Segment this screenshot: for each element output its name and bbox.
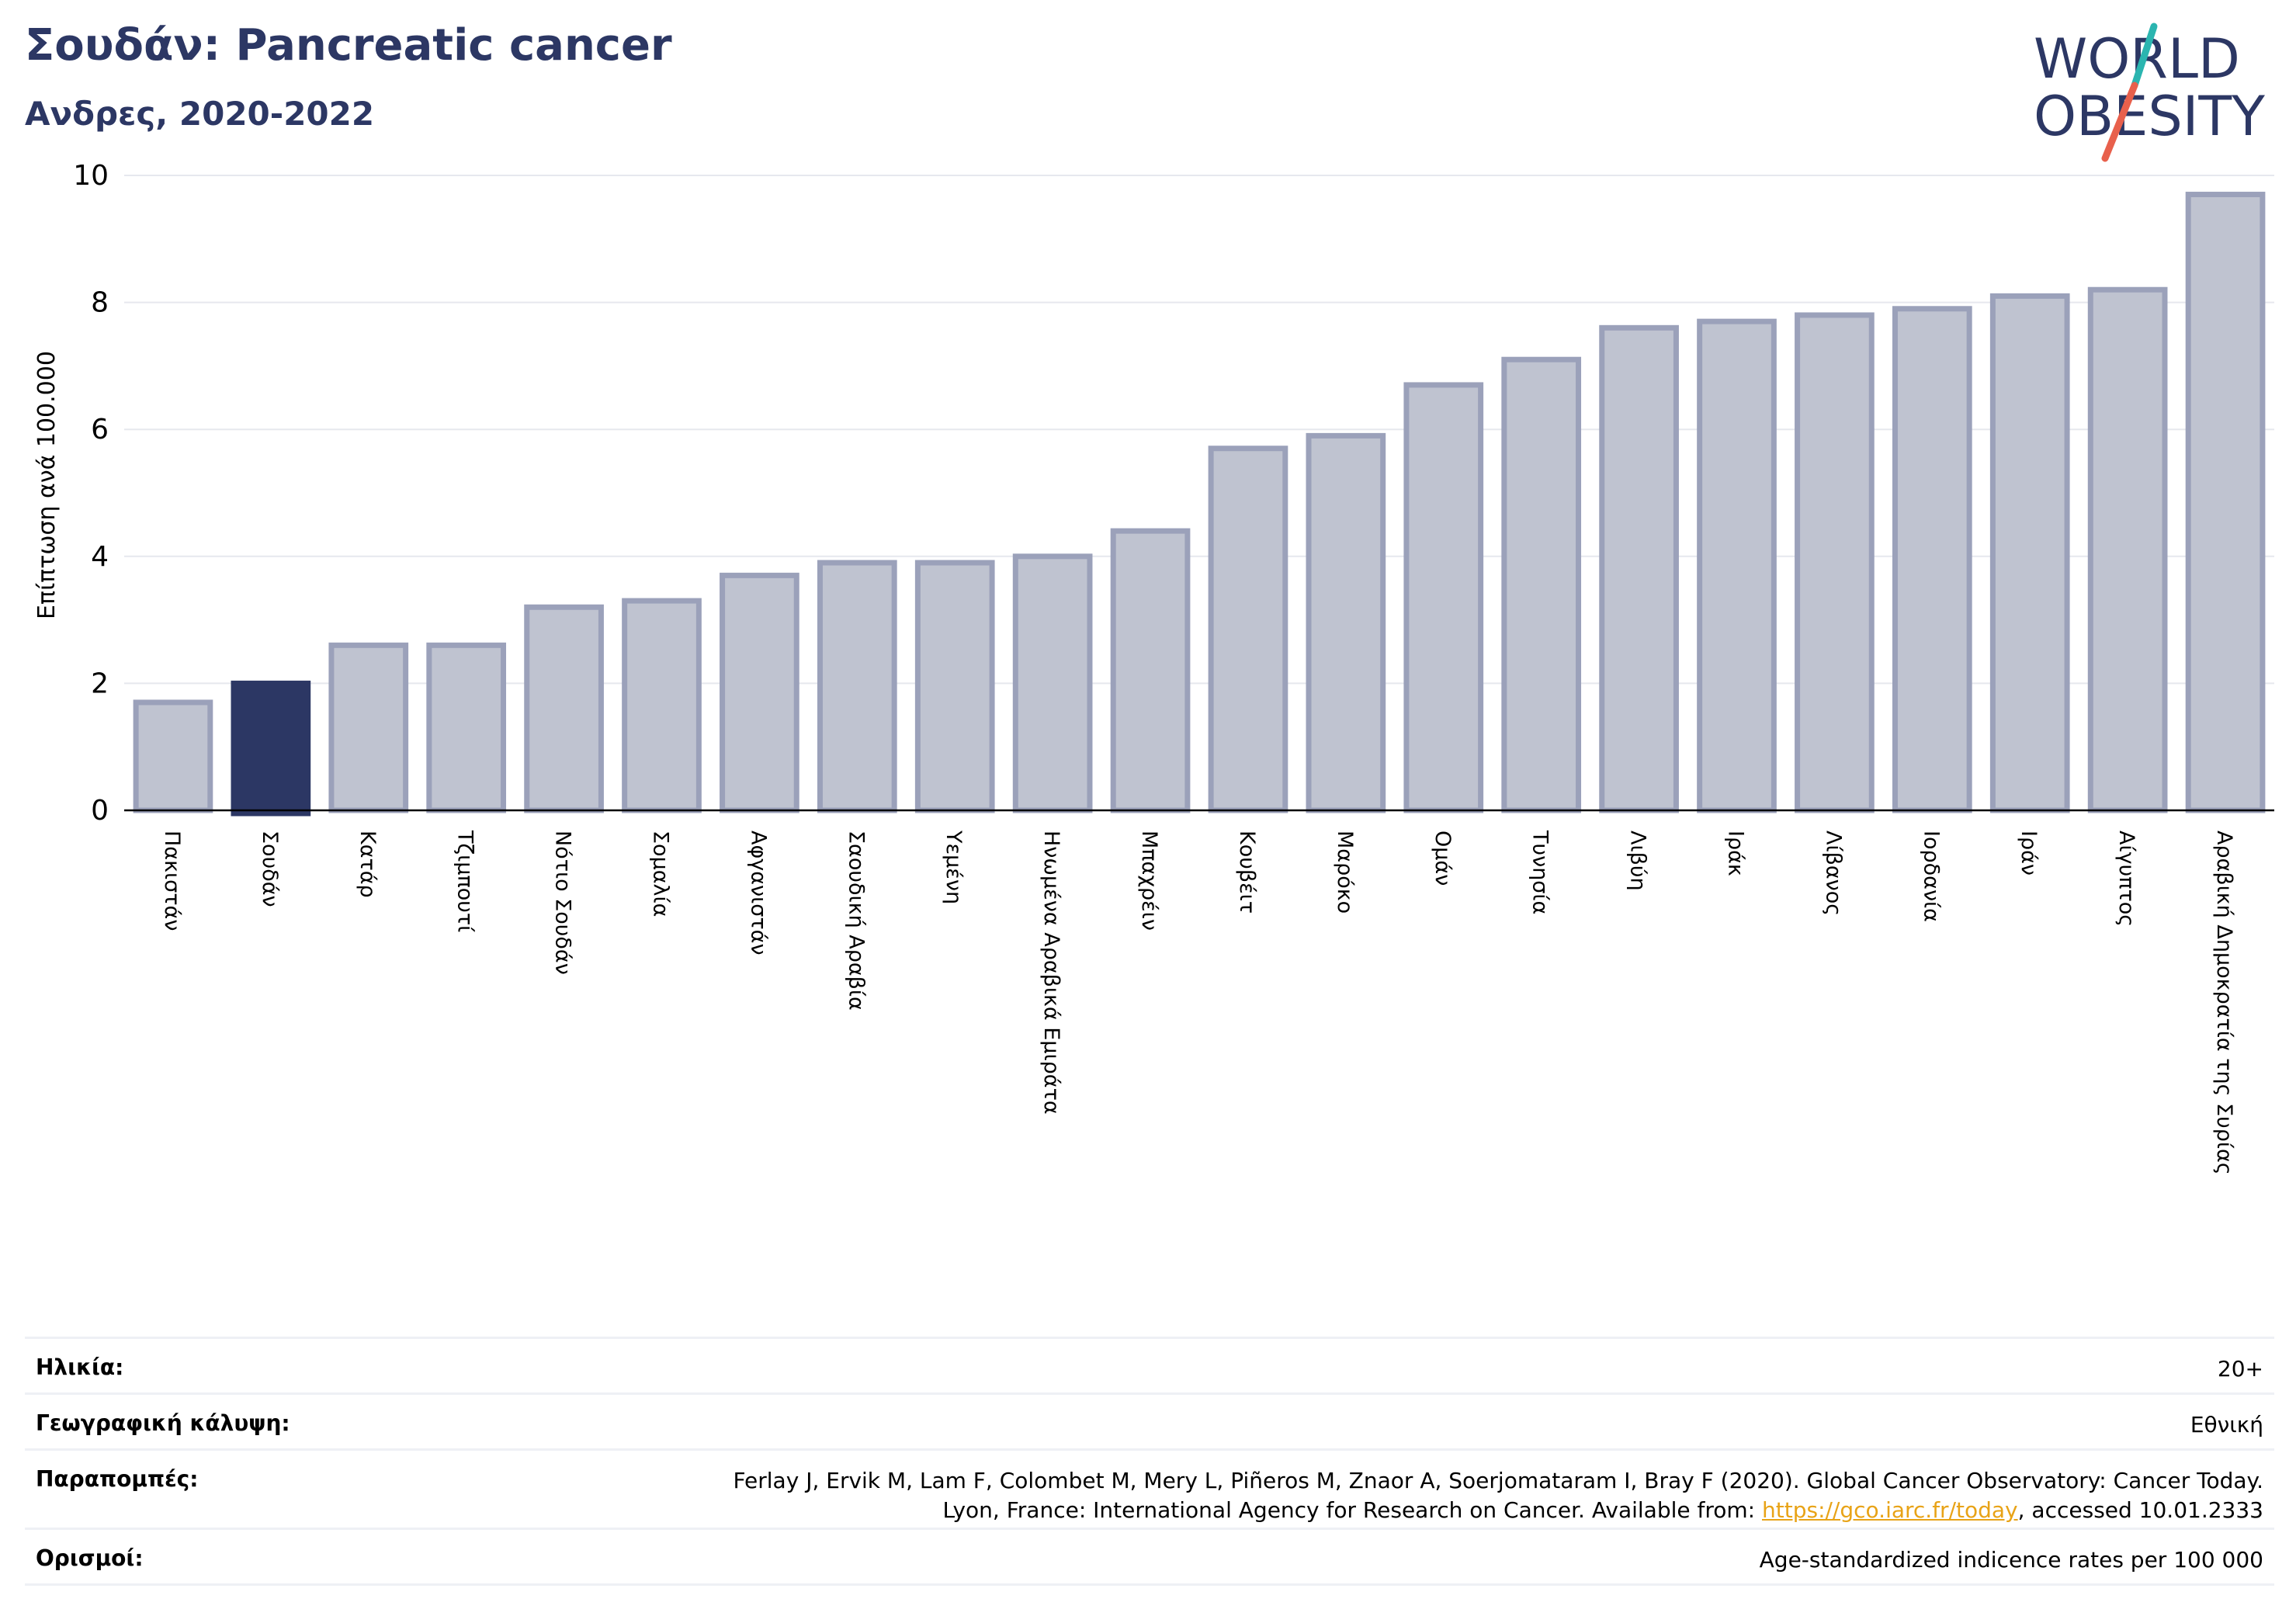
x-tick-label: Τζιμπουτί (453, 830, 477, 932)
info-label-definitions: Ορισμοί: (36, 1545, 144, 1571)
logo-slash-red (2101, 81, 2138, 162)
x-tick-label: Κατάρ (355, 831, 380, 898)
bar-18 (1795, 312, 1875, 813)
bar-15 (1501, 356, 1582, 813)
y-tick-label: 8 (91, 287, 109, 319)
bar-16 (1599, 324, 1679, 813)
info-value-definitions: Age-standardized indicence rates per 100… (1759, 1547, 2263, 1573)
logo-slash-teal (2131, 23, 2158, 89)
bar-20 (1989, 293, 2070, 813)
info-label-coverage: Γεωγραφική κάλυψη: (36, 1410, 290, 1436)
reference-line-2-suffix: , accessed 10.01.2333 (2017, 1497, 2263, 1523)
x-tick-label: Κουβέιτ (1235, 831, 1259, 914)
x-tick-label: Ιράκ (1724, 831, 1748, 876)
x-tick-label: Σομαλία (649, 831, 673, 917)
reference-line-1: Ferlay J, Ervik M, Lam F, Colombet M, Me… (733, 1468, 2263, 1493)
x-tick-label: Σαουδική Αραβία (844, 831, 868, 1011)
y-tick-label: 2 (91, 668, 109, 699)
x-tick-label: Αίγυπτος (2114, 831, 2138, 927)
bar-6 (622, 598, 702, 813)
info-value-coverage: Εθνική (2190, 1412, 2263, 1437)
reference-link[interactable]: https://gco.iarc.fr/today (1762, 1497, 2018, 1523)
bar-5 (524, 604, 604, 813)
bar-8 (817, 560, 897, 813)
bar-14 (1403, 382, 1484, 813)
y-axis-label: Επίπτωση ανά 100.000 (33, 351, 61, 619)
bar-17 (1697, 318, 1777, 813)
reference-line-2-prefix: Lyon, France: International Agency for R… (942, 1497, 1762, 1523)
bar-2 (231, 680, 311, 817)
y-tick-label: 4 (91, 541, 109, 573)
y-tick-label: 10 (73, 160, 109, 192)
bar-13 (1306, 432, 1386, 813)
bar-10 (1012, 553, 1093, 813)
info-value-age: 20+ (2217, 1356, 2263, 1382)
bar-chart: 0 2 4 6 8 10 Πακιστάν Σουδάν Κατάρ Τζιμπουτί Νότι… (33, 160, 2274, 1175)
bar-11 (1110, 528, 1191, 813)
bar-22 (2185, 192, 2266, 813)
chart-subtitle: Ανδρες, 2020-2022 (25, 95, 375, 133)
info-row-coverage: Γεωγραφική κάλυψη: Εθνική (25, 1395, 2274, 1451)
info-value-references: Ferlay J, Ervik M, Lam F, Colombet M, Me… (733, 1466, 2263, 1525)
bars (133, 192, 2266, 817)
y-tick-label: 6 (91, 414, 109, 446)
x-tick-label: Πακιστάν (160, 831, 184, 931)
chart-title: Σουδάν: Pancreatic cancer (25, 20, 672, 71)
y-tick-label: 0 (91, 795, 109, 827)
world-obesity-logo: WORLD OBESITY (2034, 23, 2265, 162)
x-tick-label: Αφγανιστάν (746, 831, 770, 955)
bar-12 (1208, 446, 1288, 813)
info-row-age: Ηλικία: 20+ (25, 1339, 2274, 1395)
x-tick-label: Νότιο Σουδάν (551, 831, 575, 975)
x-tick-label: Λιβύη (1626, 831, 1650, 891)
x-tick-labels: Πακιστάν Σουδάν Κατάρ Τζιμπουτί Νότιο Σουδάν… (160, 830, 2236, 1175)
x-tick-label: Ιράν (2017, 831, 2041, 876)
bar-4 (426, 642, 507, 813)
bar-7 (720, 572, 799, 813)
bar-3 (328, 642, 409, 813)
info-label-age: Ηλικία: (36, 1354, 124, 1380)
x-tick-label: Αραβική Δημοκρατία της Συρίας (2212, 831, 2236, 1175)
x-tick-label: Ιορδανία (1919, 831, 1943, 922)
x-tick-label: Υεμένη (942, 830, 966, 904)
x-tick-label: Λίβανος (1821, 831, 1845, 916)
info-table: Ηλικία: 20+ Γεωγραφική κάλυψη: Εθνική Πα… (25, 1337, 2274, 1586)
x-tick-label: Ομάν (1431, 831, 1455, 886)
x-tick-label: Τυνησία (1528, 830, 1552, 914)
x-tick-label: Ηνωμένα Αραβικά Εμιράτα (1039, 831, 1063, 1115)
info-label-references: Παραπομπές: (36, 1466, 199, 1492)
bar-21 (2087, 286, 2168, 813)
bar-19 (1892, 306, 1972, 813)
info-row-references: Παραπομπές: Ferlay J, Ervik M, Lam F, Co… (25, 1451, 2274, 1530)
x-tick-label: Μπαχρέιν (1137, 831, 1161, 931)
bar-9 (914, 560, 995, 813)
bar-1 (133, 699, 213, 813)
x-tick-label: Σουδάν (258, 831, 282, 907)
info-row-definitions: Ορισμοί: Age-standardized indicence rate… (25, 1530, 2274, 1586)
y-tick-labels: 0 2 4 6 8 10 (73, 160, 109, 827)
x-tick-label: Μαρόκο (1333, 831, 1357, 914)
logo-text-obesity: OBESITY (2034, 85, 2265, 148)
